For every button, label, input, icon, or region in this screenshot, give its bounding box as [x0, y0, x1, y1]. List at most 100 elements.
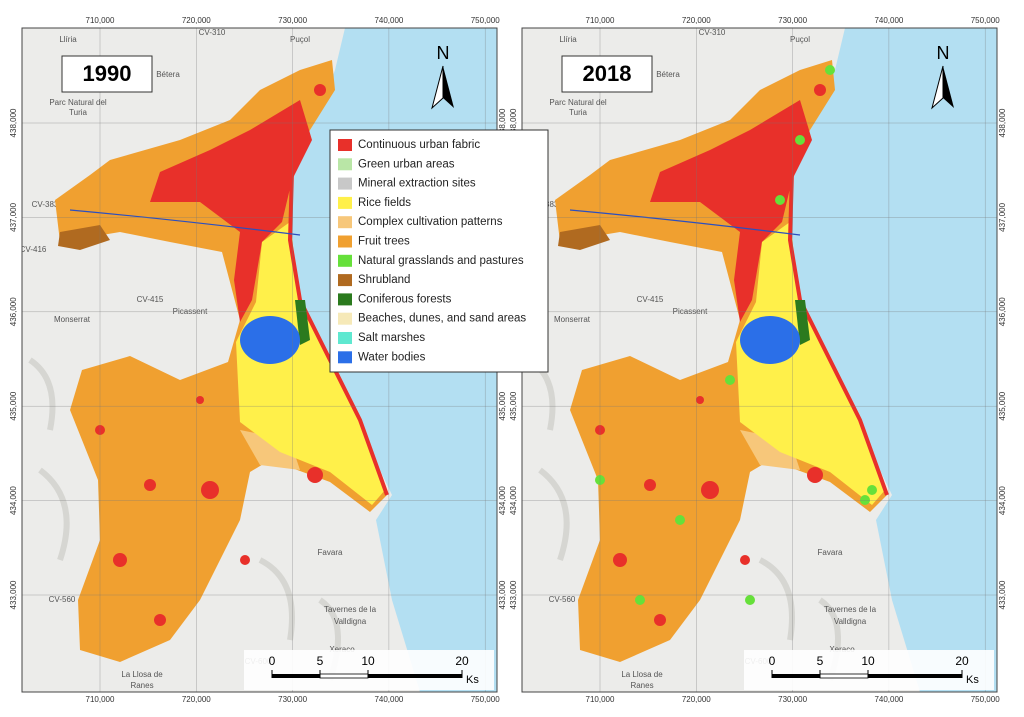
- legend-label: Complex cultivation patterns: [358, 216, 503, 228]
- legend-label: Rice fields: [358, 197, 411, 209]
- north-arrow: [943, 66, 954, 108]
- place-name: CV-383: [32, 200, 59, 209]
- legend-label: Water bodies: [358, 351, 426, 363]
- legend-swatch: [338, 196, 352, 209]
- relief: [28, 357, 341, 681]
- y-tick-label: 436,000: [998, 297, 1007, 326]
- y-tick-label: 438,000: [998, 108, 1007, 137]
- legend-label: Beaches, dunes, and sand areas: [358, 313, 526, 325]
- scale-seg: [272, 674, 320, 678]
- x-tick-label: 750,000: [471, 695, 500, 704]
- scale-label: 5: [317, 654, 324, 668]
- x-tick-label: 740,000: [874, 16, 903, 25]
- place-name: Turia: [69, 108, 87, 117]
- place-name: Xeraco: [829, 645, 855, 654]
- grassland-patch: [860, 495, 870, 505]
- place-name: Ranes: [630, 681, 653, 690]
- y-tick-label: 434,000: [998, 486, 1007, 515]
- legend-swatch: [338, 274, 352, 287]
- scale-box: [744, 650, 994, 690]
- year-label: 2018: [583, 61, 632, 86]
- grassland-patches: [595, 65, 877, 605]
- scale-seg: [819, 673, 869, 679]
- legend-swatch: [338, 312, 352, 325]
- grassland-patch: [795, 135, 805, 145]
- scale-label: 5: [817, 654, 824, 668]
- place-name: Valldigna: [334, 617, 367, 626]
- place-name: CV-416: [20, 245, 47, 254]
- north-label: N: [937, 43, 950, 63]
- scale-label: 20: [955, 654, 969, 668]
- grassland-patch: [867, 485, 877, 495]
- x-tick-label: 710,000: [86, 695, 115, 704]
- x-tick-label: 710,000: [586, 16, 615, 25]
- legend-label: Coniferous forests: [358, 293, 452, 305]
- scale-unit: Ks: [966, 674, 979, 686]
- scale-label: 20: [455, 654, 469, 668]
- place-name: La Llosa de: [121, 670, 163, 679]
- sea: [790, 28, 997, 692]
- place-name: CV-415: [637, 295, 664, 304]
- legend-swatch: [338, 139, 352, 151]
- place-name: Parc Natural del: [49, 98, 107, 107]
- y-tick-label: 435,000: [509, 391, 518, 420]
- x-tick-label: 740,000: [874, 695, 903, 704]
- north-label: N: [437, 43, 450, 63]
- x-tick-label: 730,000: [278, 695, 307, 704]
- grassland-patch: [675, 515, 685, 525]
- x-tick-label: 740,000: [374, 16, 403, 25]
- x-tick-label: 720,000: [182, 695, 211, 704]
- place-name: Ranes: [130, 681, 153, 690]
- x-tick-label: 730,000: [278, 16, 307, 25]
- x-tick-label: 730,000: [778, 695, 807, 704]
- place-name: Puçol: [790, 35, 810, 44]
- x-tick-label: 750,000: [471, 16, 500, 25]
- place-name: CV-310: [199, 28, 226, 37]
- legend-label: Fruit trees: [358, 236, 410, 248]
- north-arrow: [443, 66, 454, 108]
- legend: Continuous urban fabric Green urban areas…: [329, 129, 549, 373]
- y-tick-label: 434,000: [509, 486, 518, 515]
- x-tick-label: 710,000: [86, 16, 115, 25]
- scale-label: 0: [769, 654, 776, 668]
- grassland-patch: [725, 375, 735, 385]
- scale-seg: [319, 673, 369, 679]
- place-name: Favara: [818, 548, 843, 557]
- legend-swatch: [338, 158, 352, 171]
- y-tick-label: 435,000: [498, 391, 507, 420]
- legend-label: Mineral extraction sites: [358, 178, 476, 190]
- x-tick-label: 710,000: [586, 695, 615, 704]
- place-name: Turia: [569, 108, 587, 117]
- legend-swatch: [338, 177, 352, 190]
- legend-swatch: [338, 332, 352, 344]
- place-name: Llíria: [59, 35, 77, 44]
- y-tick-label: 438,000: [9, 108, 18, 137]
- legend-swatch: [338, 254, 352, 267]
- legend-label: Green urban areas: [358, 158, 455, 170]
- grassland-patch: [745, 595, 755, 605]
- scale-label: 0: [269, 654, 276, 668]
- y-tick-label: 437,000: [9, 202, 18, 231]
- place-name: Bétera: [156, 70, 180, 79]
- legend-label: Salt marshes: [358, 332, 425, 344]
- y-tick-label: 433,000: [498, 580, 507, 609]
- legend-label: Continuous urban fabric: [358, 139, 480, 151]
- scale-unit: Ks: [466, 674, 479, 686]
- grassland-patch: [825, 65, 835, 75]
- scale-box: [244, 650, 494, 690]
- place-name: Tavernes de la: [824, 605, 877, 614]
- place-name: CV-310: [699, 28, 726, 37]
- y-tick-label: 433,000: [998, 580, 1007, 609]
- y-tick-label: 437,000: [998, 202, 1007, 231]
- y-tick-label: 435,000: [998, 391, 1007, 420]
- legend-label: Natural grasslands and pastures: [358, 255, 524, 267]
- place-name: Monserrat: [554, 315, 591, 324]
- legend-swatch: [338, 235, 352, 248]
- place-name: Bétera: [656, 70, 680, 79]
- x-tick-label: 740,000: [374, 695, 403, 704]
- relief: [528, 357, 841, 681]
- y-tick-label: 434,000: [498, 486, 507, 515]
- y-tick-label: 436,000: [9, 297, 18, 326]
